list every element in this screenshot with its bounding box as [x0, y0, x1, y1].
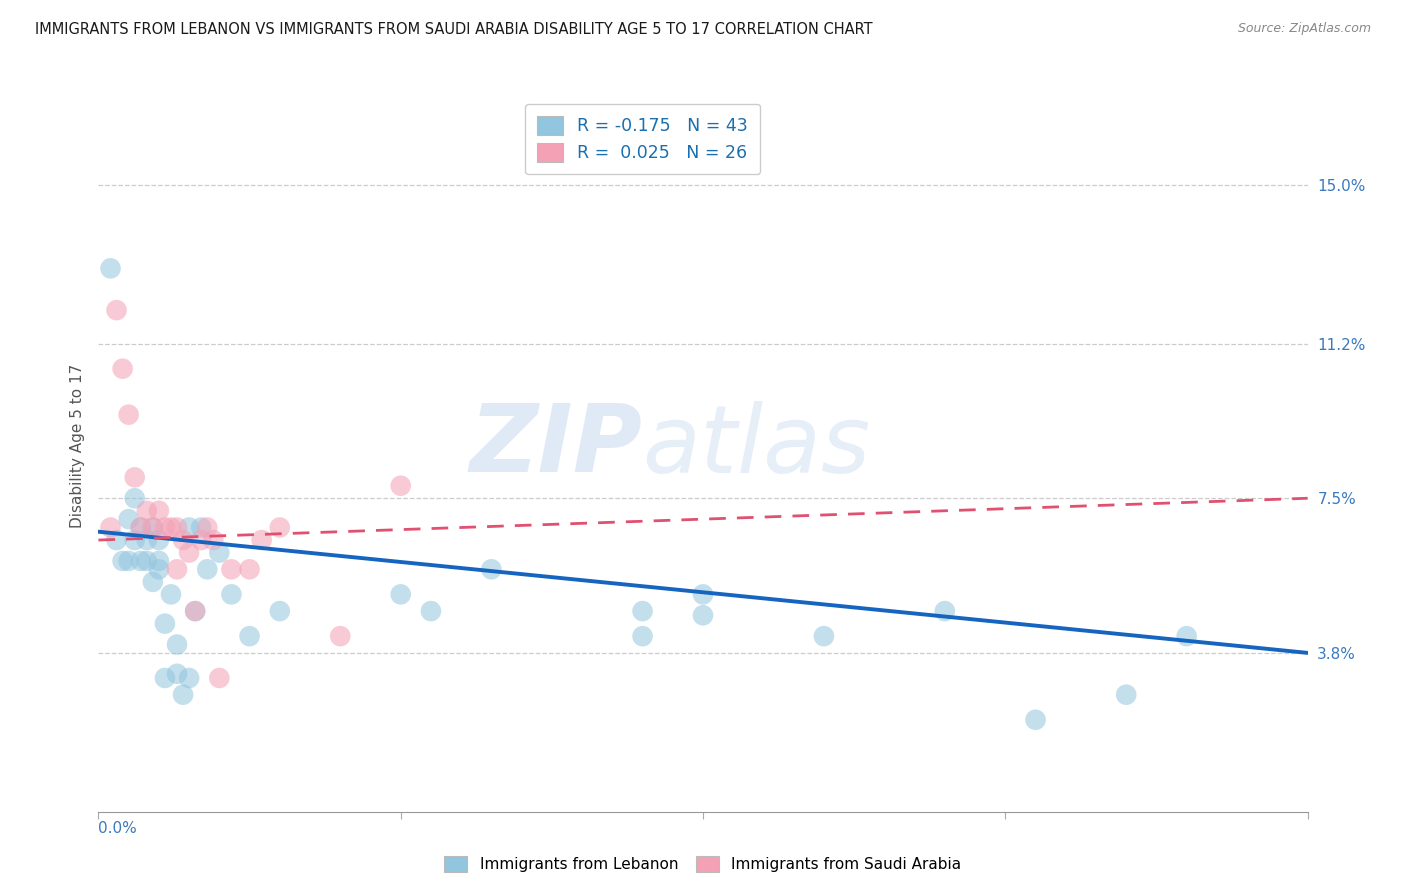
Point [148, 533, 170, 547]
Legend: R = -0.175   N = 43, R =  0.025   N = 26: R = -0.175 N = 43, R = 0.025 N = 26 [524, 103, 761, 174]
Point [105, 533, 128, 547]
Point [208, 671, 231, 685]
Point [166, 562, 188, 576]
Point [195, 562, 218, 576]
Point [124, 533, 146, 547]
Point [269, 520, 291, 534]
Point [153, 616, 176, 631]
Point [692, 587, 714, 601]
Point [129, 554, 152, 568]
Point [172, 533, 194, 547]
Point [184, 604, 207, 618]
Y-axis label: Disability Age 5 to 17: Disability Age 5 to 17 [69, 364, 84, 528]
Point [172, 688, 194, 702]
Point [100, 520, 122, 534]
Point [1115, 688, 1137, 702]
Point [420, 604, 443, 618]
Point [105, 303, 128, 318]
Text: ZIP: ZIP [470, 400, 643, 492]
Point [221, 587, 243, 601]
Point [100, 261, 122, 276]
Text: 0.0%: 0.0% [98, 822, 138, 836]
Text: Source: ZipAtlas.com: Source: ZipAtlas.com [1237, 22, 1371, 36]
Point [148, 554, 170, 568]
Point [124, 470, 146, 484]
Point [142, 574, 165, 589]
Point [111, 554, 134, 568]
Point [142, 520, 165, 534]
Point [190, 533, 212, 547]
Text: IMMIGRANTS FROM LEBANON VS IMMIGRANTS FROM SAUDI ARABIA DISABILITY AGE 5 TO 17 C: IMMIGRANTS FROM LEBANON VS IMMIGRANTS FR… [35, 22, 873, 37]
Point [118, 554, 141, 568]
Point [160, 587, 183, 601]
Point [179, 545, 201, 559]
Point [118, 512, 141, 526]
Point [239, 629, 262, 643]
Point [184, 604, 207, 618]
Point [135, 533, 157, 547]
Point [129, 520, 152, 534]
Point [148, 504, 170, 518]
Point [179, 671, 201, 685]
Point [129, 520, 152, 534]
Point [813, 629, 835, 643]
Point [135, 504, 157, 518]
Point [221, 562, 243, 576]
Point [208, 545, 231, 559]
Point [329, 629, 352, 643]
Point [153, 520, 176, 534]
Point [153, 671, 176, 685]
Point [148, 562, 170, 576]
Legend: Immigrants from Lebanon, Immigrants from Saudi Arabia: Immigrants from Lebanon, Immigrants from… [437, 848, 969, 880]
Point [389, 587, 412, 601]
Point [166, 666, 188, 681]
Point [111, 361, 134, 376]
Point [135, 554, 157, 568]
Point [269, 604, 291, 618]
Point [250, 533, 273, 547]
Point [1175, 629, 1198, 643]
Point [202, 533, 225, 547]
Point [166, 638, 188, 652]
Point [142, 520, 165, 534]
Point [631, 629, 654, 643]
Point [692, 608, 714, 623]
Point [1024, 713, 1046, 727]
Point [239, 562, 262, 576]
Point [934, 604, 956, 618]
Point [481, 562, 503, 576]
Point [631, 604, 654, 618]
Point [166, 520, 188, 534]
Point [190, 520, 212, 534]
Text: atlas: atlas [643, 401, 870, 491]
Point [160, 520, 183, 534]
Point [118, 408, 141, 422]
Point [389, 479, 412, 493]
Point [124, 491, 146, 506]
Point [179, 520, 201, 534]
Point [195, 520, 218, 534]
